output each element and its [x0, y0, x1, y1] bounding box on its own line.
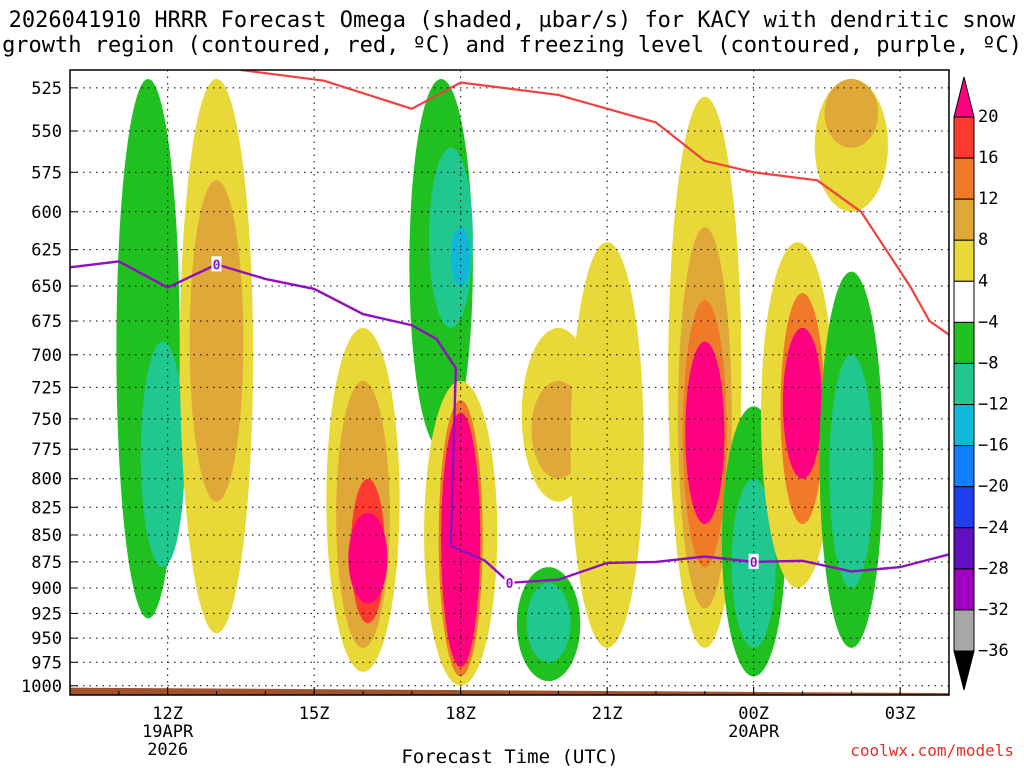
x-tick-label: 18Z	[445, 704, 476, 724]
omega-blob	[782, 327, 823, 479]
colorbar-segment	[953, 445, 975, 488]
colorbar-segment	[953, 239, 975, 282]
colorbar-segment	[953, 198, 975, 241]
x-tick-label: 03Z	[885, 704, 916, 724]
y-tick-label: 950	[31, 629, 62, 649]
x-axis-label: Forecast Time (UTC)	[401, 746, 618, 768]
colorbar-label: −4	[978, 312, 998, 332]
y-tick-label: 675	[31, 312, 62, 332]
omega-blob	[441, 412, 481, 668]
contours: 0 0 0	[70, 70, 949, 592]
colorbar-label: −24	[978, 518, 1009, 538]
colorbar-label: −20	[978, 477, 1009, 497]
contour-label-bg	[504, 574, 515, 590]
x-tick-label: 21Z	[592, 704, 623, 724]
contour-label: 0	[506, 577, 514, 592]
contour-label: 0	[213, 258, 221, 273]
x-tick-date-label: 19APR	[142, 722, 194, 742]
omega-blob	[829, 354, 874, 588]
contour-label-bg	[748, 553, 759, 569]
y-tick-label: 925	[31, 604, 62, 624]
dendritic-growth-contour	[240, 70, 949, 336]
y-tick-label: 575	[31, 163, 62, 183]
y-tick-label: 975	[31, 653, 62, 673]
y-tick-label: 825	[31, 498, 62, 518]
colorbar-label: 4	[978, 271, 988, 291]
y-tick-label: 650	[31, 277, 62, 297]
colorbar-label: 16	[978, 148, 998, 168]
colorbar-top-triangle	[953, 76, 975, 118]
y-tick-label: 800	[31, 470, 62, 490]
colorbar-segment	[953, 568, 975, 611]
y-tick-label: 725	[31, 378, 62, 398]
chart-title-line-2: growth region (contoured, red, ºC) and f…	[2, 33, 1022, 58]
colorbar-label: −16	[978, 436, 1009, 456]
y-tick-label: 850	[31, 526, 62, 546]
y-tick-label: 750	[31, 410, 62, 430]
x-tick-date-label: 20APR	[728, 722, 780, 742]
y-tick-label: 525	[31, 79, 62, 99]
colorbar-label: −8	[978, 353, 998, 373]
colorbar-label: 8	[978, 230, 988, 250]
y-tick-label: 900	[31, 579, 62, 599]
omega-blob	[570, 242, 644, 648]
contour-label: 0	[750, 556, 758, 571]
y-tick-label: 1000	[21, 677, 62, 697]
y-tick-label: 600	[31, 203, 62, 223]
colorbar-bottom-triangle	[953, 650, 975, 691]
colorbar-label: −36	[978, 641, 1009, 661]
colorbar-label: −28	[978, 559, 1009, 579]
omega-blob	[685, 341, 725, 524]
omega-blob	[526, 582, 571, 663]
omega-shading	[116, 78, 888, 686]
colorbar: 20 16 12 8 4 −4 −8 −12 −16 −20 −24 −28 −32 −36	[953, 76, 1009, 691]
colorbar-segment	[953, 527, 975, 570]
contour-label-bg	[211, 256, 222, 272]
colorbar-segment	[953, 280, 975, 323]
omega-blob	[824, 78, 879, 148]
colorbar-segment	[953, 404, 975, 447]
colorbar-segment	[953, 486, 975, 529]
x-tick-label: 00Z	[738, 704, 769, 724]
colorbar-segment	[953, 321, 975, 364]
colorbar-label: −32	[978, 600, 1009, 620]
x-tick-label: 12Z	[152, 704, 183, 724]
y-tick-label: 700	[31, 346, 62, 366]
colorbar-segment	[953, 116, 975, 159]
colorbar-label: 12	[978, 189, 998, 209]
omega-blob	[189, 180, 244, 502]
x-tick-label: 15Z	[299, 704, 330, 724]
x-tick-year-label: 2026	[147, 740, 188, 760]
omega-blob	[348, 512, 388, 604]
freezing-level-contour	[70, 260, 949, 585]
credit-link[interactable]: coolwx.com/models	[850, 741, 1014, 760]
grid-lines	[70, 70, 949, 695]
colorbar-label: 20	[978, 107, 998, 127]
y-tick-label: 775	[31, 440, 62, 460]
omega-blob	[450, 227, 471, 287]
y-tick-label: 875	[31, 553, 62, 573]
chart-title-line-1: 2026041910 HRRR Forecast Omega (shaded, …	[8, 8, 1016, 33]
colorbar-label: −12	[978, 395, 1009, 415]
y-tick-label: 550	[31, 122, 62, 142]
colorbar-segment	[953, 157, 975, 200]
omega-blob	[140, 341, 185, 568]
colorbar-segment	[953, 609, 975, 652]
y-axis: 525 550 575 600 625 650 675 700 725 750 775 800 825 8…	[21, 79, 78, 697]
colorbar-segment	[953, 362, 975, 406]
y-tick-label: 625	[31, 241, 62, 261]
